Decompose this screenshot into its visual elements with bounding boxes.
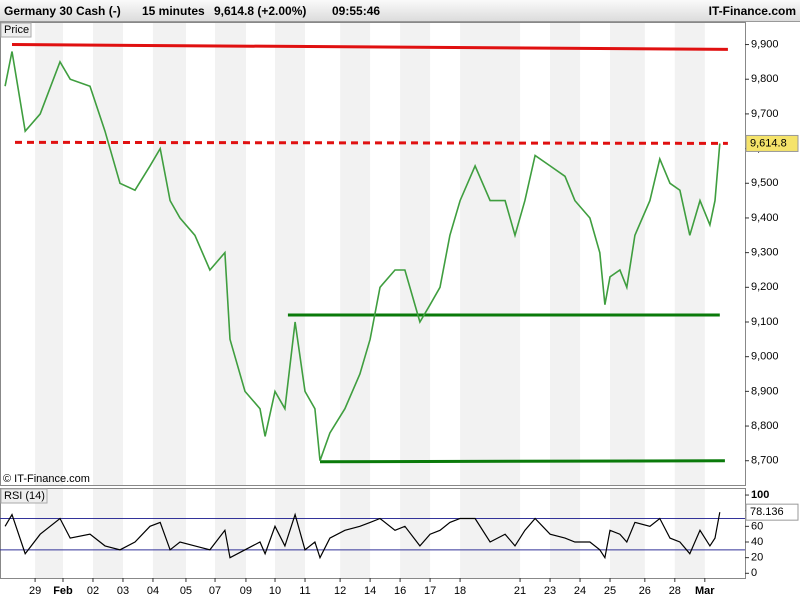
quote: 9,614.8 (+2.00%) [214,4,307,18]
interval: 15 minutes [142,4,205,18]
y-tick-label: 60 [751,520,763,532]
x-tick-label: 11 [299,585,310,597]
y-tick-label: 8,700 [751,455,779,467]
x-tick-label: 23 [544,585,556,597]
day-band [92,22,123,485]
x-tick-label: 12 [334,585,346,597]
y-tick-label: 0 [751,567,757,579]
brand: IT-Finance.com [708,4,796,18]
panel-title: Price [4,24,29,36]
day-band [152,22,186,485]
day-band [152,488,186,578]
day-band [674,22,705,485]
trend-line [14,140,728,145]
header-bar: Germany 30 Cash (-) 15 minutes 9,614.8 (… [0,0,800,22]
y-tick-label: 8,800 [751,420,779,432]
x-tick-label: 14 [364,585,376,597]
x-tick-label: 07 [209,585,221,597]
x-tick-label: 05 [180,585,192,597]
x-tick-label: Feb [53,585,73,597]
x-tick-label: 09 [240,585,252,597]
x-tick-label: 26 [639,585,651,597]
last-value-label: 78.136 [750,506,784,518]
day-band [550,22,581,485]
panel-title: RSI (14) [4,490,45,502]
day-band [35,22,63,485]
y-tick-label: 8,900 [751,385,779,397]
day-band [92,488,123,578]
x-tick-label: 16 [394,585,406,597]
x-tick-label: 04 [147,585,159,597]
y-tick-label: 40 [751,536,763,548]
x-tick-label: 29 [29,585,41,597]
trend-line [320,459,725,464]
y-tick-label: 9,100 [751,316,779,328]
y-tick-label: 9,300 [751,247,779,259]
day-band [340,488,371,578]
day-band [674,488,705,578]
x-tick-label: Mar [695,585,715,597]
x-tick-label: 17 [424,585,436,597]
x-tick-label: 03 [117,585,129,597]
day-band [610,22,645,485]
time: 09:55:46 [332,4,381,18]
x-tick-label: 24 [574,585,586,597]
last-value-box [745,134,799,152]
x-tick-label: 25 [604,585,616,597]
y-tick-label: 9,000 [751,351,779,363]
y-tick-label: 20 [751,552,763,564]
last-value-label: 9,614.8 [750,137,787,149]
credit: © IT-Finance.com [3,473,90,485]
day-band [275,22,306,485]
day-band [400,22,431,485]
day-band [400,488,431,578]
title-box [0,488,48,504]
y-tick-label: 100 [751,489,769,501]
instrument: Germany 30 Cash (-) [4,4,121,18]
y-tick-label: 9,700 [751,108,779,120]
day-band [460,488,521,578]
x-tick-label: 21 [514,585,526,597]
y-tick-label: 9,500 [751,177,779,189]
x-tick-label: 10 [269,585,281,597]
title-box [0,22,32,38]
y-tick-label: 9,400 [751,212,779,224]
day-band [215,22,246,485]
series-line [4,512,721,560]
y-tick-label: 9,800 [751,73,779,85]
day-band [215,488,246,578]
panel-frame [0,22,746,486]
x-tick-label: 18 [454,585,466,597]
x-tick-label: 02 [87,585,99,597]
last-value-box [745,503,799,521]
panel-frame [0,488,746,579]
day-band [550,488,581,578]
day-band [460,22,521,485]
series-line [4,51,721,461]
y-tick-label: 9,200 [751,281,779,293]
trend-line [11,43,728,51]
y-tick-label: 9,900 [751,38,779,50]
x-tick-label: 28 [669,585,681,597]
day-band [340,22,371,485]
